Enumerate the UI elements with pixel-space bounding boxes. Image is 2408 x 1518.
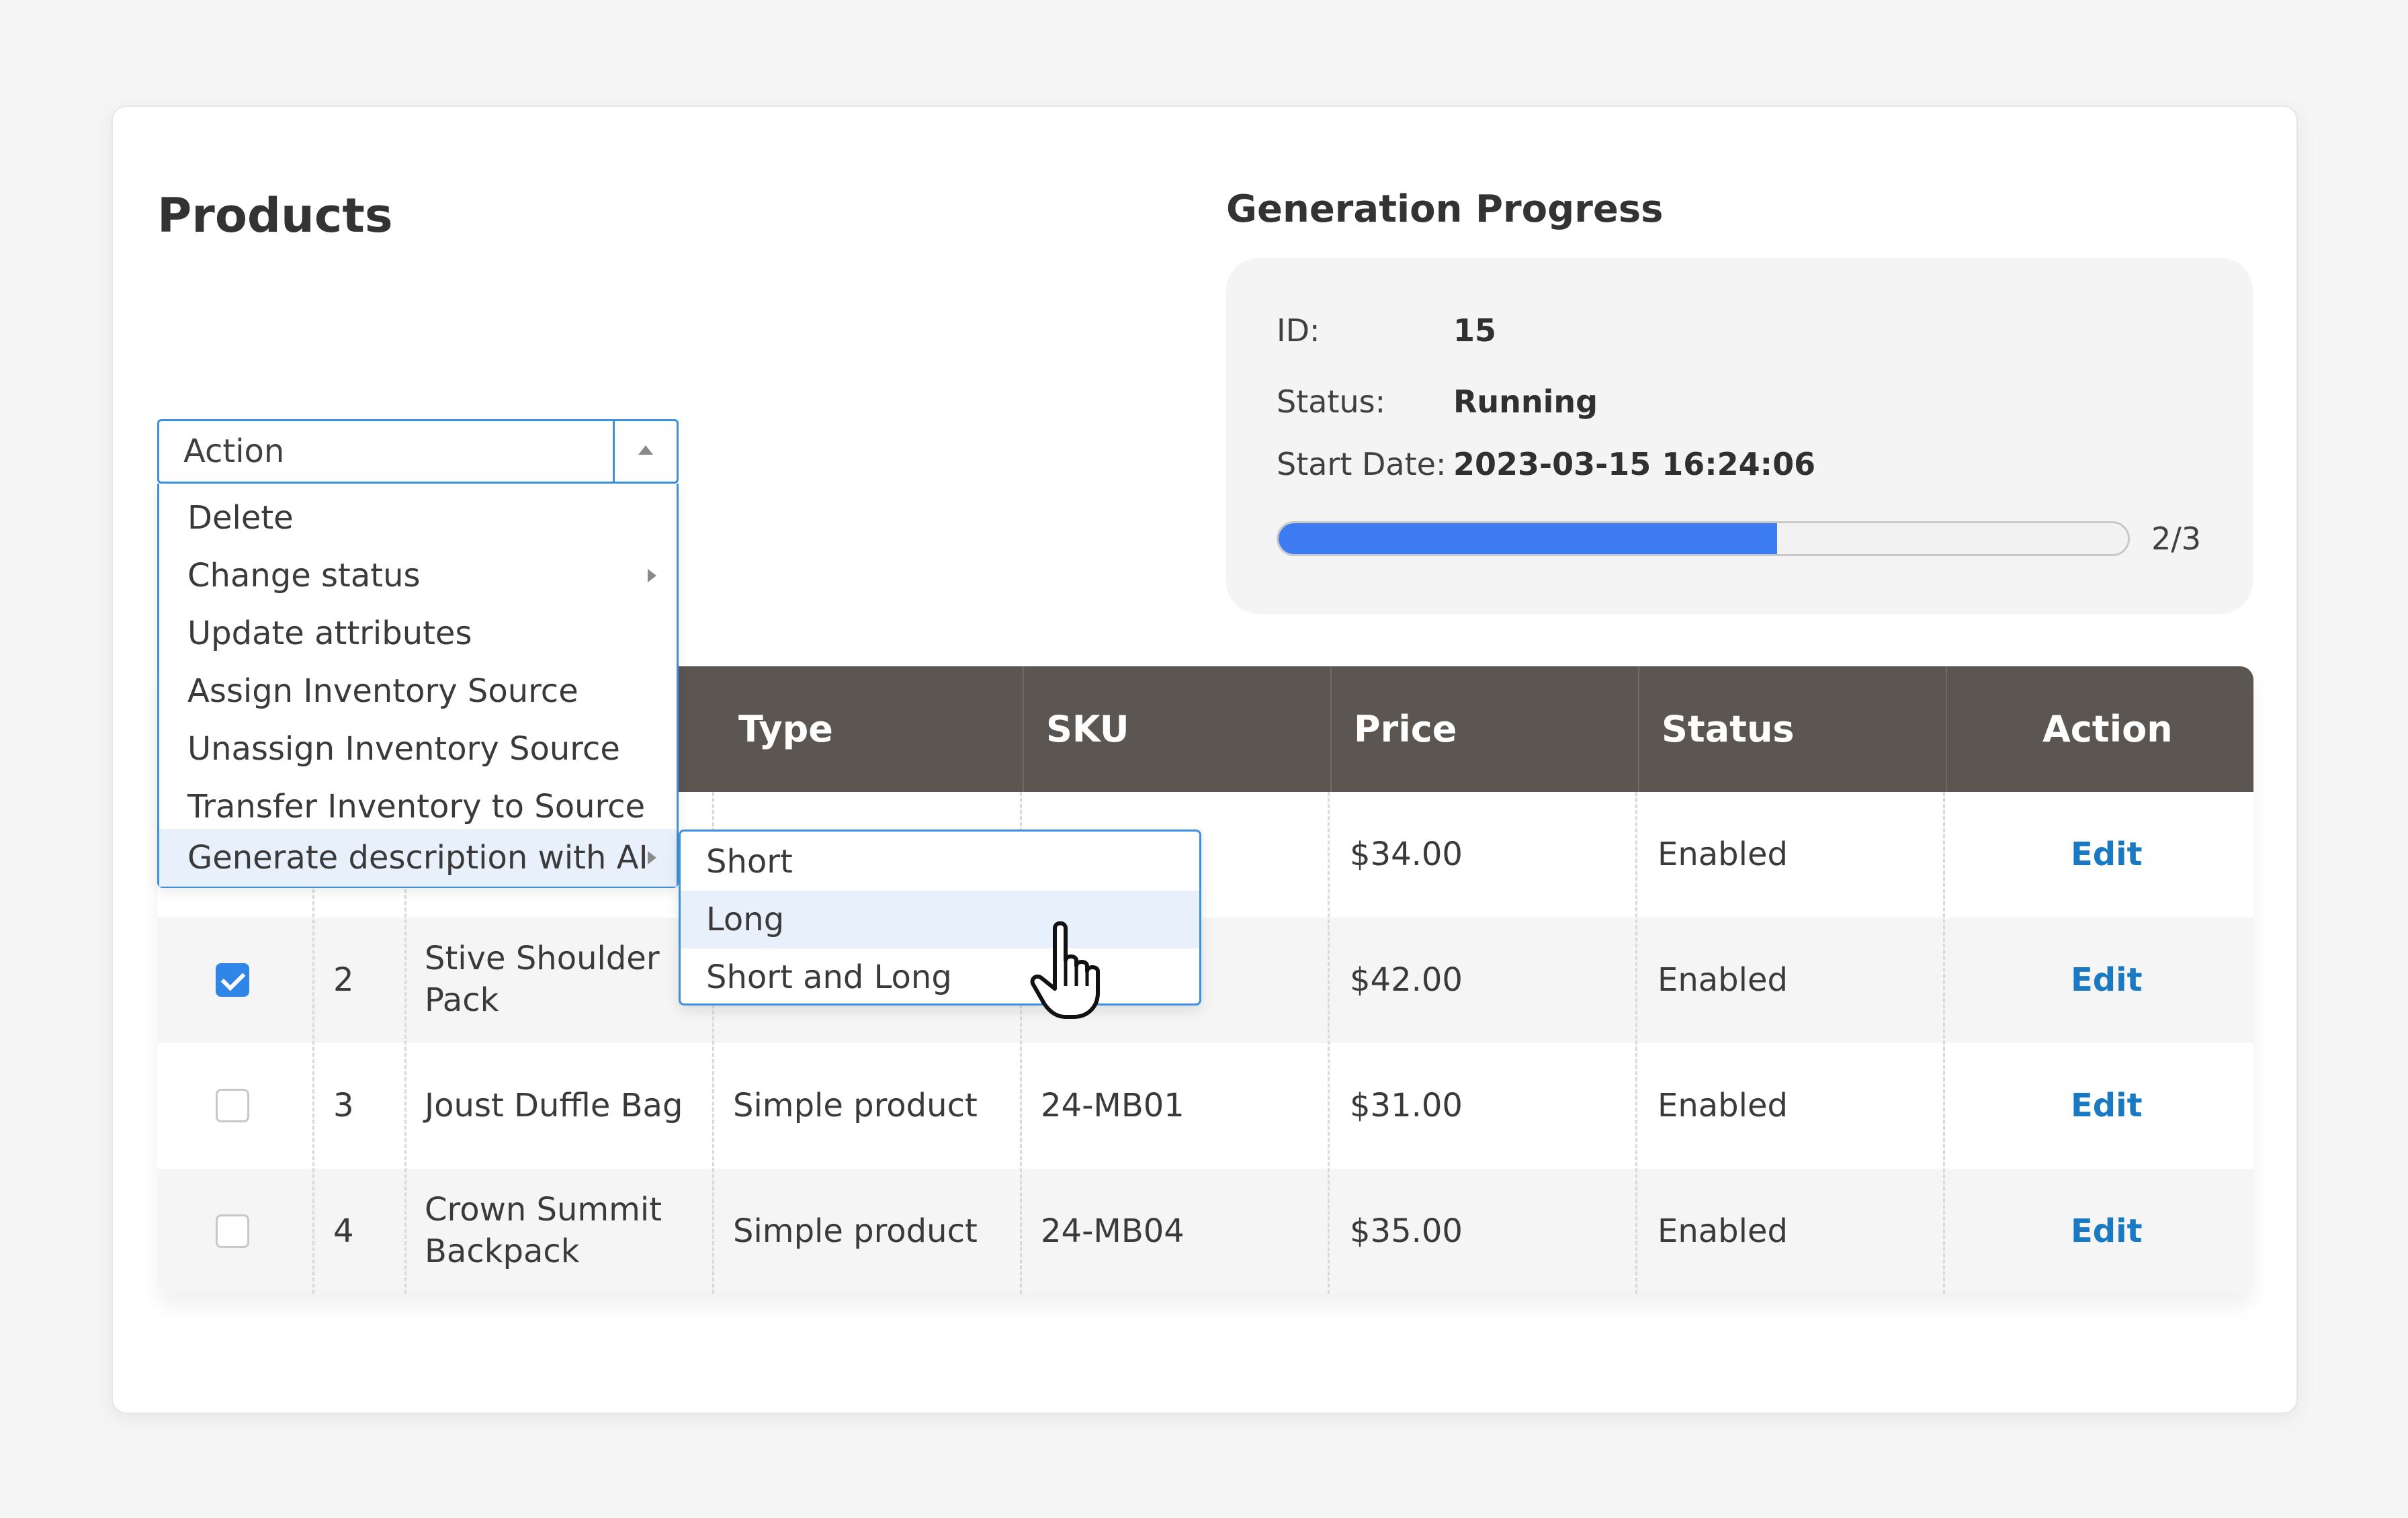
- menu-item-delete[interactable]: Delete: [159, 489, 677, 547]
- status-cell: Enabled: [1658, 961, 1788, 999]
- id-label: ID:: [1277, 312, 1320, 349]
- sku-cell: 24-MB01: [1041, 1087, 1185, 1124]
- hand-pointer-icon: [1030, 921, 1100, 1019]
- submenu-item-label: Short: [706, 843, 793, 881]
- submenu-arrow-icon: [648, 569, 656, 582]
- progress-count: 2/3: [2151, 521, 2202, 557]
- menu-item-label: Assign Inventory Source: [187, 672, 578, 710]
- menu-item-update-attributes[interactable]: Update attributes: [159, 605, 677, 662]
- menu-item-assign-inventory-source[interactable]: Assign Inventory Source: [159, 662, 677, 720]
- id-cell: 4: [333, 1212, 354, 1250]
- select-toggle[interactable]: [613, 421, 677, 482]
- price-cell: $31.00: [1350, 1087, 1463, 1124]
- edit-link[interactable]: Edit: [2071, 1087, 2143, 1124]
- status-cell: Enabled: [1658, 1212, 1788, 1250]
- column-divider: [1020, 792, 1022, 1294]
- page-title: Products: [157, 188, 393, 243]
- column-header-sku[interactable]: SKU: [1046, 708, 1129, 750]
- action-menu: Delete Change status Update attributes A…: [157, 484, 679, 888]
- column-divider: [1635, 792, 1637, 1294]
- menu-item-label: Delete: [187, 499, 294, 537]
- type-cell: Simple product: [733, 1087, 978, 1124]
- generation-progress-panel: [1226, 258, 2253, 614]
- column-divider: [1023, 666, 1024, 792]
- submenu-item-long[interactable]: Long: [681, 891, 1199, 948]
- status-value: Running: [1453, 384, 1598, 420]
- column-header-type[interactable]: Type: [738, 708, 833, 750]
- action-select-value: Action: [183, 433, 285, 470]
- status-cell: Enabled: [1658, 1087, 1788, 1124]
- column-header-status[interactable]: Status: [1662, 708, 1795, 750]
- progress-bar-fill: [1279, 523, 1778, 554]
- row-checkbox[interactable]: [216, 1089, 249, 1122]
- action-select[interactable]: Action: [157, 419, 679, 484]
- column-divider: [1943, 792, 1945, 1294]
- price-cell: $34.00: [1350, 836, 1463, 873]
- column-divider: [712, 792, 714, 1294]
- sku-cell: 24-MB04: [1041, 1212, 1185, 1250]
- table-row: 4 Crown Summit Backpack Simple product 2…: [157, 1169, 2253, 1294]
- caret-up-icon: [638, 445, 653, 455]
- product-name-cell: Joust Duffle Bag: [425, 1087, 683, 1124]
- price-cell: $35.00: [1350, 1212, 1463, 1250]
- table-row: 3 Joust Duffle Bag Simple product 24-MB0…: [157, 1043, 2253, 1169]
- id-value: 15: [1453, 312, 1497, 349]
- column-header-price[interactable]: Price: [1354, 708, 1457, 750]
- column-divider: [1330, 666, 1332, 792]
- id-cell: 3: [333, 1087, 354, 1124]
- edit-link[interactable]: Edit: [2071, 961, 2143, 999]
- menu-item-label: Unassign Inventory Source: [187, 730, 620, 768]
- progress-bar: [1277, 521, 2130, 556]
- price-cell: $42.00: [1350, 961, 1463, 999]
- menu-item-unassign-inventory-source[interactable]: Unassign Inventory Source: [159, 720, 677, 778]
- menu-item-change-status[interactable]: Change status: [159, 547, 677, 605]
- column-divider: [1638, 666, 1639, 792]
- submenu-item-label: Short and Long: [706, 958, 952, 996]
- column-divider: [312, 792, 314, 1294]
- table-row: 2 Stive Shoulder Pack $42.00 Enabled Edi…: [157, 918, 2253, 1043]
- edit-link[interactable]: Edit: [2071, 1212, 2143, 1250]
- column-divider: [1946, 666, 1947, 792]
- type-cell: Simple product: [733, 1212, 978, 1250]
- column-divider: [1328, 792, 1330, 1294]
- edit-link[interactable]: Edit: [2071, 836, 2143, 873]
- product-name-cell: Crown Summit: [425, 1191, 662, 1229]
- status-label: Status:: [1277, 384, 1386, 420]
- menu-item-label: Generate description with AI: [187, 839, 648, 877]
- menu-item-label: Update attributes: [187, 615, 472, 652]
- submenu-item-label: Long: [706, 901, 785, 938]
- id-cell: 2: [333, 961, 354, 999]
- product-name-cell-continued: Backpack: [425, 1233, 580, 1270]
- ai-description-submenu: Short Long Short and Long: [679, 830, 1201, 1006]
- menu-item-transfer-inventory[interactable]: Transfer Inventory to Source: [159, 778, 677, 836]
- generation-progress-title: Generation Progress: [1226, 187, 1664, 231]
- submenu-item-short[interactable]: Short: [681, 833, 1199, 891]
- menu-item-generate-description-ai[interactable]: Generate description with AI: [159, 829, 677, 887]
- menu-item-label: Transfer Inventory to Source: [187, 788, 646, 825]
- menu-item-label: Change status: [187, 557, 421, 594]
- start-date-label: Start Date:: [1277, 446, 1447, 482]
- column-header-action: Action: [2042, 708, 2173, 750]
- start-date-value: 2023-03-15 16:24:06: [1453, 446, 1816, 482]
- column-divider: [404, 792, 406, 1294]
- status-cell: Enabled: [1658, 836, 1788, 873]
- row-checkbox[interactable]: [216, 1214, 249, 1248]
- product-name-cell: Stive Shoulder: [425, 940, 660, 977]
- row-checkbox[interactable]: [216, 963, 249, 997]
- product-name-cell-continued: Pack: [425, 981, 499, 1019]
- submenu-arrow-icon: [648, 851, 656, 864]
- submenu-item-short-and-long[interactable]: Short and Long: [681, 948, 1199, 1006]
